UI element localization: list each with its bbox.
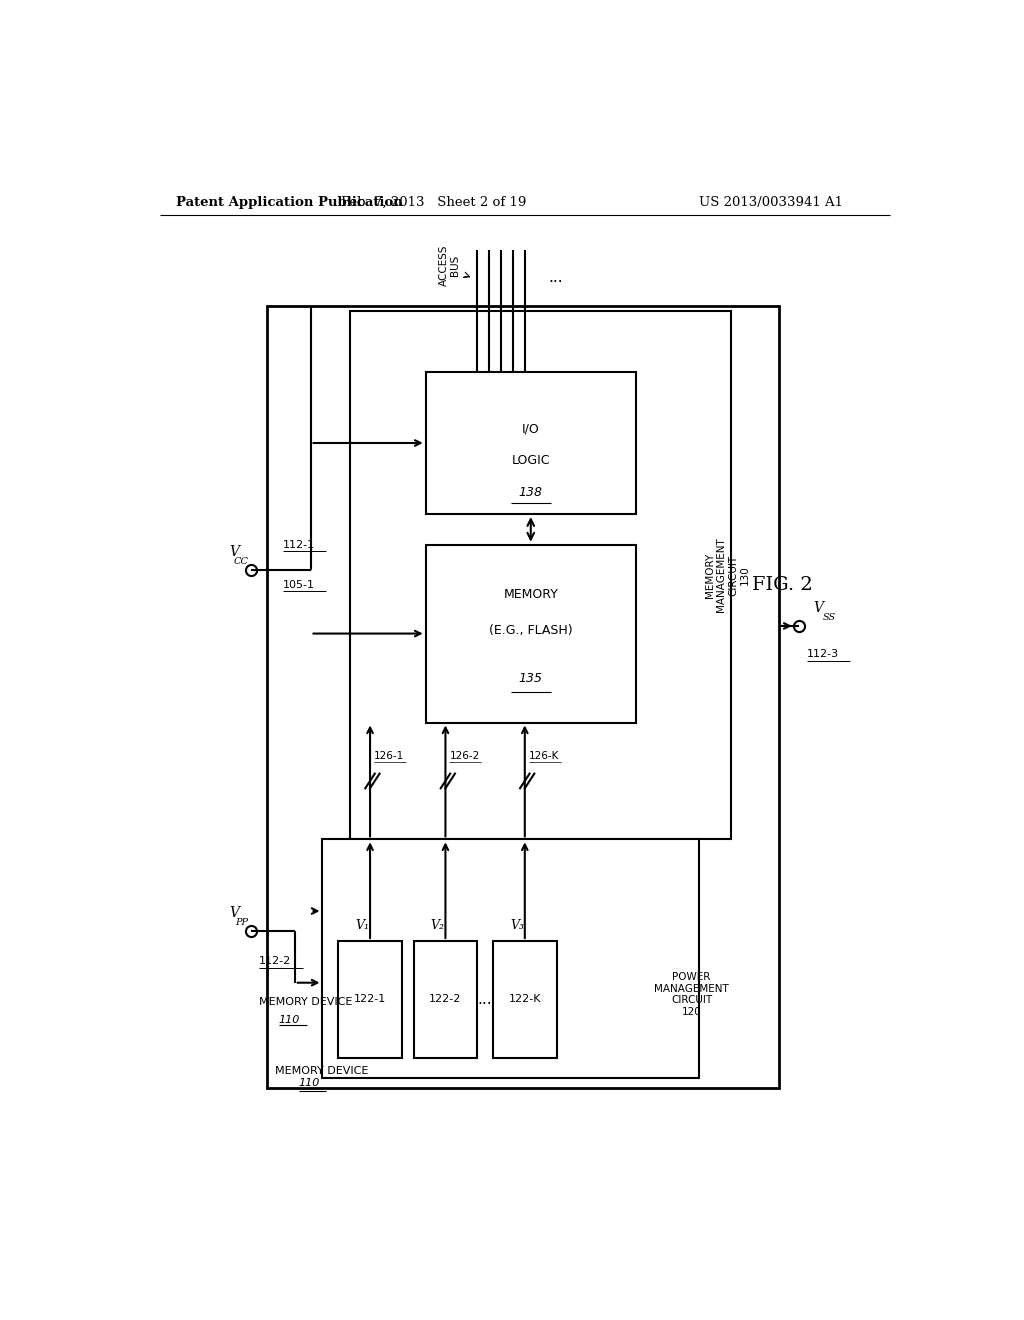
Bar bbox=[426, 545, 636, 722]
Text: SS: SS bbox=[822, 614, 836, 622]
Text: 122-2: 122-2 bbox=[429, 994, 462, 1005]
Text: 110: 110 bbox=[279, 1015, 300, 1026]
Text: V₃: V₃ bbox=[510, 919, 524, 932]
Text: ...: ... bbox=[549, 271, 563, 285]
Text: 126-K: 126-K bbox=[528, 751, 559, 760]
Text: (E.G., FLASH): (E.G., FLASH) bbox=[488, 623, 572, 636]
Text: 135: 135 bbox=[519, 672, 543, 685]
Text: 138: 138 bbox=[519, 486, 543, 499]
Text: V₁: V₁ bbox=[355, 919, 369, 932]
Text: LOGIC: LOGIC bbox=[512, 454, 550, 466]
Text: MEMORY DEVICE: MEMORY DEVICE bbox=[259, 997, 352, 1007]
Text: PP: PP bbox=[236, 919, 249, 927]
Text: 112-2: 112-2 bbox=[259, 957, 291, 966]
Bar bbox=[323, 840, 699, 1078]
Text: Feb. 7, 2013   Sheet 2 of 19: Feb. 7, 2013 Sheet 2 of 19 bbox=[341, 195, 526, 209]
Text: Patent Application Publication: Patent Application Publication bbox=[176, 195, 402, 209]
Text: V: V bbox=[813, 601, 823, 615]
Text: MEMORY
MANAGEMENT
CIRCUIT
130: MEMORY MANAGEMENT CIRCUIT 130 bbox=[705, 537, 750, 612]
Bar bbox=[414, 941, 477, 1057]
Bar bbox=[426, 372, 636, 515]
Text: US 2013/0033941 A1: US 2013/0033941 A1 bbox=[699, 195, 844, 209]
Text: 122-K: 122-K bbox=[509, 994, 541, 1005]
Text: I/O: I/O bbox=[522, 422, 540, 436]
Bar bbox=[350, 312, 731, 840]
Text: ACCESS
BUS: ACCESS BUS bbox=[438, 244, 460, 286]
Text: MEMORY: MEMORY bbox=[504, 587, 558, 601]
Text: CC: CC bbox=[233, 557, 249, 566]
Bar bbox=[494, 941, 557, 1057]
Text: FIG. 2: FIG. 2 bbox=[753, 577, 813, 594]
Text: 110: 110 bbox=[299, 1078, 319, 1089]
Text: 112-1: 112-1 bbox=[283, 540, 314, 549]
Text: ...: ... bbox=[478, 991, 493, 1007]
Text: V: V bbox=[229, 906, 240, 920]
Bar bbox=[267, 306, 778, 1089]
Text: 126-2: 126-2 bbox=[450, 751, 479, 760]
Text: 105-1: 105-1 bbox=[283, 581, 314, 590]
Text: 122-1: 122-1 bbox=[354, 994, 386, 1005]
Text: MEMORY DEVICE: MEMORY DEVICE bbox=[274, 1067, 369, 1076]
Text: 126-1: 126-1 bbox=[374, 751, 404, 760]
Bar bbox=[338, 941, 401, 1057]
Text: POWER
MANAGEMENT
CIRCUIT
120: POWER MANAGEMENT CIRCUIT 120 bbox=[654, 973, 729, 1016]
Text: V₂: V₂ bbox=[430, 919, 444, 932]
Text: V: V bbox=[229, 545, 240, 558]
Text: 112-3: 112-3 bbox=[807, 649, 839, 660]
